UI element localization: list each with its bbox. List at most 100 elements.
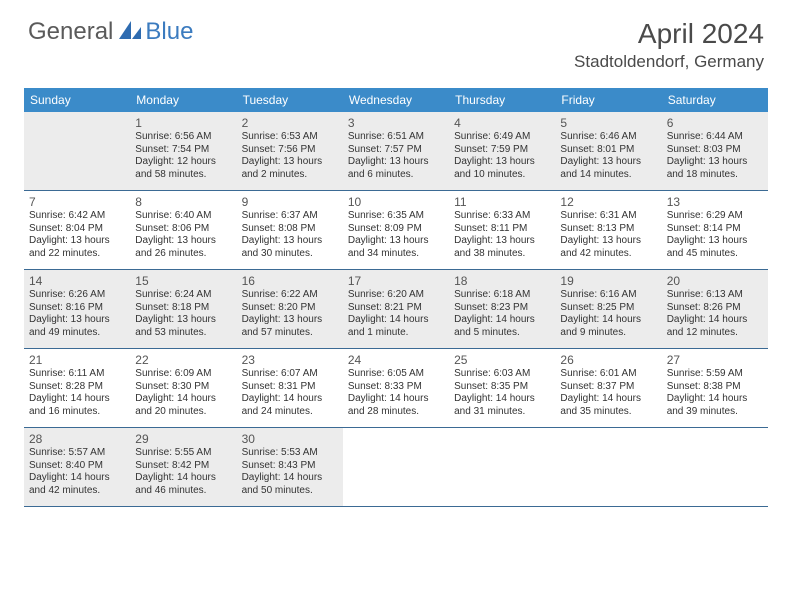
sun-info-line: Daylight: 13 hours <box>560 235 656 248</box>
sun-info-line: Daylight: 13 hours <box>242 235 338 248</box>
calendar-cell: 28Sunrise: 5:57 AMSunset: 8:40 PMDayligh… <box>24 428 130 506</box>
sun-info-line: and 6 minutes. <box>348 169 444 182</box>
day-number: 25 <box>454 353 550 367</box>
title-block: April 2024 Stadtoldendorf, Germany <box>574 18 764 72</box>
sun-info-line: and 18 minutes. <box>667 169 763 182</box>
weekday-monday: Monday <box>130 88 236 112</box>
sun-info-line: Sunset: 8:30 PM <box>135 381 231 394</box>
sun-info-line: and 45 minutes. <box>667 248 763 261</box>
sun-info-line: Sunrise: 5:53 AM <box>242 447 338 460</box>
day-number: 11 <box>454 195 550 209</box>
sun-info-line: Sunrise: 6:16 AM <box>560 289 656 302</box>
sun-info-line: Daylight: 14 hours <box>348 314 444 327</box>
sun-info-line: Sunset: 8:08 PM <box>242 223 338 236</box>
calendar-cell: 16Sunrise: 6:22 AMSunset: 8:20 PMDayligh… <box>237 270 343 348</box>
sun-info: Sunrise: 5:57 AMSunset: 8:40 PMDaylight:… <box>29 447 125 497</box>
sun-info-line: Daylight: 14 hours <box>560 314 656 327</box>
sun-info-line: and 30 minutes. <box>242 248 338 261</box>
calendar-cell <box>662 428 768 506</box>
sun-info-line: Daylight: 14 hours <box>242 472 338 485</box>
sun-info: Sunrise: 6:26 AMSunset: 8:16 PMDaylight:… <box>29 289 125 339</box>
day-number: 29 <box>135 432 231 446</box>
day-number: 13 <box>667 195 763 209</box>
sun-info-line: Sunset: 8:26 PM <box>667 302 763 315</box>
sun-info-line: Sunrise: 6:26 AM <box>29 289 125 302</box>
logo-sail-icon <box>117 19 143 46</box>
day-number: 22 <box>135 353 231 367</box>
sun-info-line: Sunrise: 6:56 AM <box>135 131 231 144</box>
sun-info-line: Sunrise: 6:40 AM <box>135 210 231 223</box>
day-number: 23 <box>242 353 338 367</box>
sun-info-line: Sunset: 8:13 PM <box>560 223 656 236</box>
sun-info-line: Sunrise: 6:03 AM <box>454 368 550 381</box>
weekday-thursday: Thursday <box>449 88 555 112</box>
day-number: 19 <box>560 274 656 288</box>
sun-info: Sunrise: 6:05 AMSunset: 8:33 PMDaylight:… <box>348 368 444 418</box>
calendar-cell: 22Sunrise: 6:09 AMSunset: 8:30 PMDayligh… <box>130 349 236 427</box>
calendar-cell: 4Sunrise: 6:49 AMSunset: 7:59 PMDaylight… <box>449 112 555 190</box>
sun-info: Sunrise: 6:42 AMSunset: 8:04 PMDaylight:… <box>29 210 125 260</box>
day-number: 8 <box>135 195 231 209</box>
sun-info-line: Sunset: 8:01 PM <box>560 144 656 157</box>
sun-info: Sunrise: 6:44 AMSunset: 8:03 PMDaylight:… <box>667 131 763 181</box>
sun-info-line: and 38 minutes. <box>454 248 550 261</box>
sun-info-line: Sunrise: 6:07 AM <box>242 368 338 381</box>
calendar-cell: 30Sunrise: 5:53 AMSunset: 8:43 PMDayligh… <box>237 428 343 506</box>
weekday-wednesday: Wednesday <box>343 88 449 112</box>
sun-info-line: Daylight: 13 hours <box>29 235 125 248</box>
day-number: 2 <box>242 116 338 130</box>
day-number: 9 <box>242 195 338 209</box>
sun-info-line: and 26 minutes. <box>135 248 231 261</box>
sun-info-line: and 5 minutes. <box>454 327 550 340</box>
sun-info-line: Daylight: 13 hours <box>560 156 656 169</box>
calendar-cell: 17Sunrise: 6:20 AMSunset: 8:21 PMDayligh… <box>343 270 449 348</box>
logo: General Blue <box>28 18 193 46</box>
calendar-cell <box>449 428 555 506</box>
calendar-week: 7Sunrise: 6:42 AMSunset: 8:04 PMDaylight… <box>24 191 768 270</box>
sun-info: Sunrise: 6:37 AMSunset: 8:08 PMDaylight:… <box>242 210 338 260</box>
calendar-cell: 23Sunrise: 6:07 AMSunset: 8:31 PMDayligh… <box>237 349 343 427</box>
sun-info-line: Sunrise: 6:18 AM <box>454 289 550 302</box>
sun-info-line: Sunset: 8:43 PM <box>242 460 338 473</box>
sun-info-line: and 1 minute. <box>348 327 444 340</box>
sun-info: Sunrise: 5:59 AMSunset: 8:38 PMDaylight:… <box>667 368 763 418</box>
sun-info-line: Sunrise: 6:29 AM <box>667 210 763 223</box>
sun-info-line: Sunrise: 6:13 AM <box>667 289 763 302</box>
calendar-cell: 2Sunrise: 6:53 AMSunset: 7:56 PMDaylight… <box>237 112 343 190</box>
sun-info-line: Sunset: 8:16 PM <box>29 302 125 315</box>
sun-info-line: Sunrise: 6:37 AM <box>242 210 338 223</box>
sun-info-line: Sunrise: 5:55 AM <box>135 447 231 460</box>
calendar: Sunday Monday Tuesday Wednesday Thursday… <box>24 88 768 507</box>
sun-info: Sunrise: 6:13 AMSunset: 8:26 PMDaylight:… <box>667 289 763 339</box>
sun-info-line: Daylight: 13 hours <box>667 235 763 248</box>
day-number: 5 <box>560 116 656 130</box>
sun-info-line: Daylight: 14 hours <box>242 393 338 406</box>
sun-info-line: Sunrise: 6:11 AM <box>29 368 125 381</box>
sun-info-line: and 31 minutes. <box>454 406 550 419</box>
logo-text-general: General <box>28 18 113 46</box>
calendar-cell: 21Sunrise: 6:11 AMSunset: 8:28 PMDayligh… <box>24 349 130 427</box>
sun-info: Sunrise: 6:53 AMSunset: 7:56 PMDaylight:… <box>242 131 338 181</box>
sun-info-line: Sunrise: 6:33 AM <box>454 210 550 223</box>
sun-info-line: Sunset: 7:54 PM <box>135 144 231 157</box>
day-number: 10 <box>348 195 444 209</box>
sun-info-line: Sunrise: 6:22 AM <box>242 289 338 302</box>
sun-info-line: Sunset: 8:28 PM <box>29 381 125 394</box>
sun-info-line: Sunset: 8:38 PM <box>667 381 763 394</box>
sun-info: Sunrise: 6:35 AMSunset: 8:09 PMDaylight:… <box>348 210 444 260</box>
sun-info-line: Daylight: 13 hours <box>667 156 763 169</box>
sun-info-line: and 20 minutes. <box>135 406 231 419</box>
weekday-sunday: Sunday <box>24 88 130 112</box>
sun-info-line: Daylight: 13 hours <box>348 235 444 248</box>
day-number: 14 <box>29 274 125 288</box>
logo-text-blue: Blue <box>145 18 193 46</box>
sun-info-line: and 34 minutes. <box>348 248 444 261</box>
sun-info-line: and 28 minutes. <box>348 406 444 419</box>
day-number: 30 <box>242 432 338 446</box>
sun-info: Sunrise: 6:07 AMSunset: 8:31 PMDaylight:… <box>242 368 338 418</box>
sun-info: Sunrise: 6:09 AMSunset: 8:30 PMDaylight:… <box>135 368 231 418</box>
sun-info-line: Sunrise: 6:09 AM <box>135 368 231 381</box>
calendar-cell: 27Sunrise: 5:59 AMSunset: 8:38 PMDayligh… <box>662 349 768 427</box>
sun-info-line: Daylight: 13 hours <box>135 235 231 248</box>
calendar-body: 1Sunrise: 6:56 AMSunset: 7:54 PMDaylight… <box>24 112 768 507</box>
